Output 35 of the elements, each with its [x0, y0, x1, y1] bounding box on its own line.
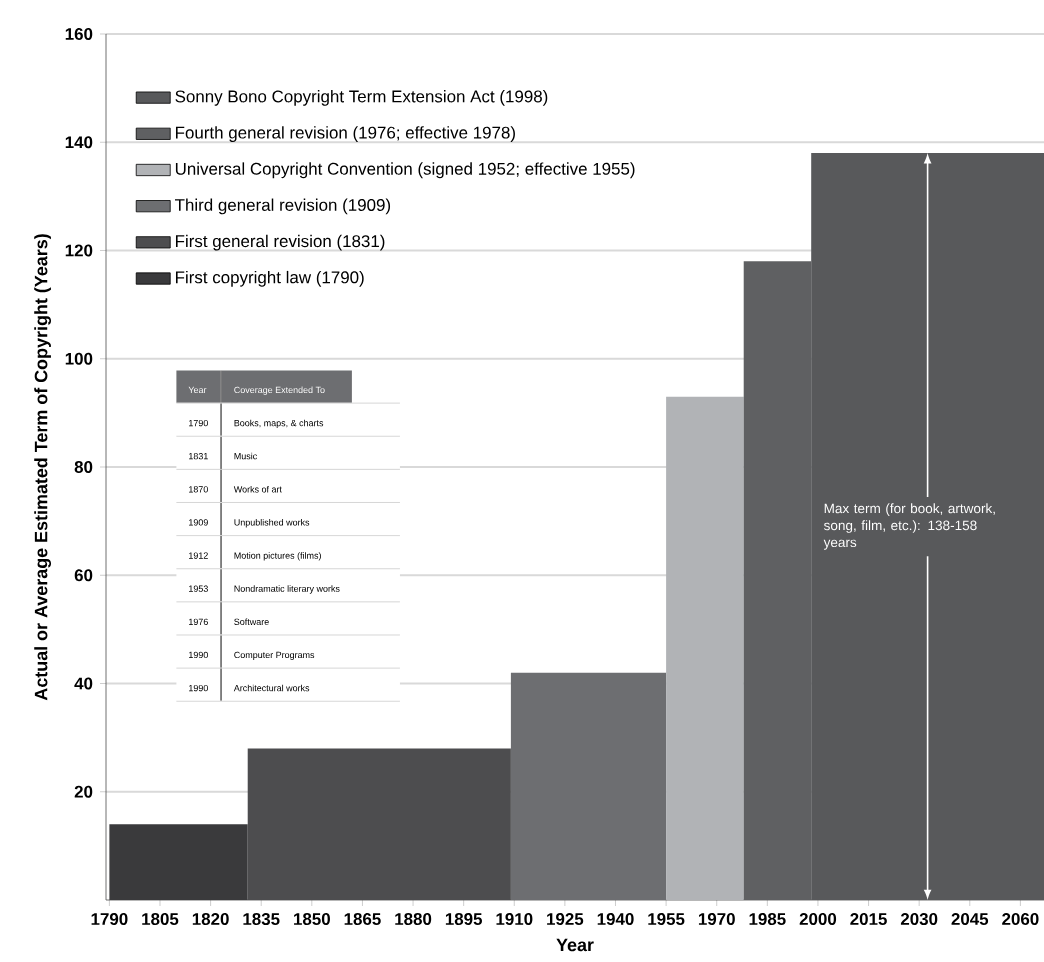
- x-tick-label: 2015: [850, 913, 887, 926]
- x-tick-label: 1850: [294, 913, 330, 926]
- x-tick-label: 1790: [91, 913, 128, 926]
- y-tick-label: 20: [74, 785, 93, 798]
- y-tick-label: 80: [74, 461, 93, 473]
- legend-label: Fourth general revision (1976; effective 1978): [175, 126, 515, 142]
- y-tick-label: 100: [65, 352, 93, 365]
- x-tick-label: 1910: [496, 913, 533, 926]
- x-tick-label: 1970: [698, 913, 735, 926]
- legend-label: Universal Copyright Convention (signed 1952; effective 1955): [175, 162, 635, 179]
- x-tick-label: 2045: [951, 913, 989, 926]
- x-tick-label: 1865: [344, 913, 381, 926]
- x-tick-label: 1805: [142, 913, 179, 926]
- y-tick-label: 120: [65, 244, 93, 257]
- x-tick-label: 1835: [243, 913, 280, 926]
- x-axis-title: Year: [556, 938, 594, 952]
- legend-label: First general revision (1831): [175, 234, 385, 251]
- x-tick-label: 1940: [597, 913, 634, 926]
- x-tick-label: 1925: [547, 913, 584, 926]
- y-tick-label: 140: [65, 136, 93, 149]
- y-axis-title: Actual or Average Estimated Term of Copyright (Years): [34, 234, 52, 701]
- x-tick-label: 1895: [445, 913, 483, 926]
- legend-label: Third general revision (1909): [174, 198, 391, 215]
- legend-label: Sonny Bono Copyright Term Extension Act (1998): [175, 89, 548, 106]
- legend-label: First copyright law (1790): [175, 270, 364, 287]
- y-tick-label: 160: [65, 28, 93, 40]
- x-tick-label: 1820: [192, 913, 229, 926]
- x-tick-label: 2030: [900, 913, 938, 926]
- x-tick-label: 1880: [395, 913, 432, 926]
- y-tick-label: 60: [74, 569, 93, 582]
- x-tick-label: 1985: [749, 913, 786, 926]
- x-tick-label: 1955: [648, 913, 685, 926]
- x-tick-label: 2060: [1002, 913, 1039, 926]
- x-tick-label: 2000: [799, 913, 837, 926]
- y-tick-label: 40: [74, 677, 93, 690]
